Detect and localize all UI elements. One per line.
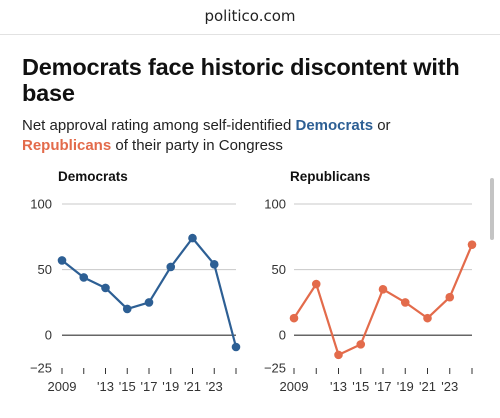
y-tick-label: 0 [45, 328, 52, 343]
y-tick-label: 0 [279, 328, 286, 343]
scrollbar[interactable] [490, 178, 494, 240]
y-tick-label: −25 [264, 361, 286, 376]
x-tick-label: '19 [397, 379, 414, 394]
x-tick-label: '13 [330, 379, 347, 394]
url-text[interactable]: politico.com [204, 7, 296, 25]
republicans-data-point [467, 240, 477, 249]
charts-area: Democrats −25 0 50 100 2009 '13 '15 '17 '19 '21 '23… [30, 169, 477, 394]
democrats-panel-title: Democrats [58, 169, 128, 184]
republicans-data-point [334, 350, 343, 360]
republicans-series-line [293, 244, 474, 356]
democrats-data-point [101, 283, 110, 293]
x-tick-label: '23 [441, 379, 458, 394]
republicans-data-point [400, 298, 410, 307]
chart-subtitle: Net approval rating among self-identifie… [22, 116, 482, 156]
subtitle-democrats: Democrats [295, 117, 374, 134]
x-tick-label: '17 [141, 379, 158, 394]
x-tick-label: '19 [162, 379, 179, 394]
democrats-data-point [209, 260, 219, 269]
x-tick-label: 2009 [280, 379, 309, 394]
y-tick-label: 50 [38, 262, 52, 277]
x-tick-label: '15 [119, 379, 136, 394]
republicans-data-point [378, 284, 388, 294]
x-tick-label: '21 [419, 379, 436, 394]
subtitle-middle: or [373, 117, 391, 134]
republicans-data-point [445, 292, 455, 302]
democrats-data-point [122, 304, 132, 314]
republicans-panel-title: Republicans [290, 169, 370, 184]
democrats-data-point [144, 298, 154, 307]
democrats-data-point [79, 273, 89, 282]
democrats-series-line [61, 237, 238, 348]
democrats-panel: Democrats −25 0 50 100 2009 '13 '15 '17 '19 '21 '23 [30, 169, 241, 394]
chart-title: Democrats face historic discontent with … [22, 54, 460, 106]
y-tick-label: 100 [264, 197, 286, 212]
y-tick-label: 100 [30, 197, 52, 212]
subtitle-prefix: Net approval rating among self-identifie… [22, 117, 296, 134]
y-tick-label: 50 [272, 262, 286, 277]
x-tick-label: '13 [97, 379, 114, 394]
democrats-data-point [166, 262, 176, 272]
subtitle-suffix: of their party in Congress [111, 137, 283, 154]
x-tick-label: '23 [206, 379, 223, 394]
democrats-data-point [57, 256, 67, 265]
subtitle-republicans: Republicans [22, 137, 112, 154]
x-tick-label: '17 [375, 379, 392, 394]
republicans-data-point [423, 313, 432, 323]
democrats-data-point [231, 342, 241, 352]
x-tick-label: '21 [184, 379, 201, 394]
democrats-data-point [188, 233, 197, 243]
republicans-panel: Republicans −25 0 50 100 2009 '13 '15 '17 '19 '21 '… [264, 169, 477, 394]
republicans-data-point [356, 340, 366, 349]
republicans-data-point [311, 279, 321, 289]
y-tick-label: −25 [30, 361, 52, 376]
browser-address-bar[interactable]: politico.com [0, 0, 500, 35]
republicans-data-point [289, 313, 299, 323]
x-tick-label: 2009 [48, 379, 77, 394]
x-tick-label: '15 [352, 379, 369, 394]
